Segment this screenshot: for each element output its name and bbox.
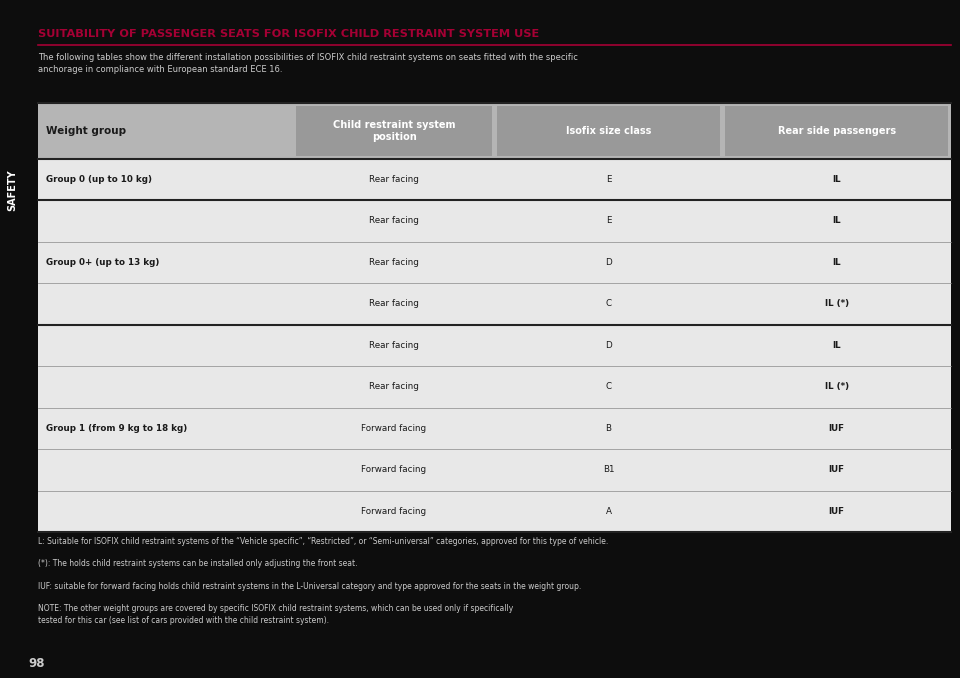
- Text: E: E: [606, 216, 612, 225]
- Text: B1: B1: [603, 466, 614, 475]
- Bar: [497, 106, 720, 156]
- Text: Rear facing: Rear facing: [369, 382, 419, 391]
- Text: IUF: IUF: [828, 466, 845, 475]
- Text: IUF: IUF: [828, 424, 845, 433]
- Text: A: A: [606, 507, 612, 516]
- Text: Group 0+ (up to 13 kg): Group 0+ (up to 13 kg): [45, 258, 159, 267]
- Text: Forward facing: Forward facing: [362, 424, 426, 433]
- Text: C: C: [606, 382, 612, 391]
- Text: IL (*): IL (*): [825, 300, 849, 308]
- Text: IL: IL: [832, 216, 841, 225]
- Text: Rear facing: Rear facing: [369, 175, 419, 184]
- Text: D: D: [605, 258, 612, 267]
- Text: IL: IL: [832, 341, 841, 350]
- Text: Forward facing: Forward facing: [362, 466, 426, 475]
- Text: The following tables show the different installation possibilities of ISOFIX chi: The following tables show the different …: [38, 53, 578, 75]
- Text: IUF: IUF: [828, 507, 845, 516]
- Text: D: D: [605, 341, 612, 350]
- Text: Group 1 (from 9 kg to 18 kg): Group 1 (from 9 kg to 18 kg): [45, 424, 187, 433]
- Text: IL: IL: [832, 258, 841, 267]
- Text: (*): The holds child restraint systems can be installed only adjusting the front: (*): The holds child restraint systems c…: [38, 559, 358, 568]
- Text: 98: 98: [29, 657, 45, 670]
- Text: Group 0 (up to 10 kg): Group 0 (up to 10 kg): [45, 175, 152, 184]
- Text: NOTE: The other weight groups are covered by specific ISOFIX child restraint sys: NOTE: The other weight groups are covere…: [38, 604, 514, 624]
- Text: SUITABILITY OF PASSENGER SEATS FOR ISOFIX CHILD RESTRAINT SYSTEM USE: SUITABILITY OF PASSENGER SEATS FOR ISOFI…: [38, 29, 540, 39]
- Bar: [38, 159, 950, 532]
- Text: SAFETY: SAFETY: [7, 169, 17, 211]
- Bar: [38, 103, 950, 159]
- Text: Rear facing: Rear facing: [369, 341, 419, 350]
- Text: B: B: [606, 424, 612, 433]
- Text: Rear facing: Rear facing: [369, 258, 419, 267]
- Text: Rear facing: Rear facing: [369, 216, 419, 225]
- Text: Isofix size class: Isofix size class: [565, 126, 651, 136]
- Text: Weight group: Weight group: [45, 126, 126, 136]
- Text: Rear facing: Rear facing: [369, 300, 419, 308]
- Text: C: C: [606, 300, 612, 308]
- Text: IL (*): IL (*): [825, 382, 849, 391]
- Text: IL: IL: [832, 175, 841, 184]
- Bar: [297, 106, 492, 156]
- Text: Rear side passengers: Rear side passengers: [778, 126, 896, 136]
- Text: Child restraint system
position: Child restraint system position: [333, 120, 455, 142]
- Text: Forward facing: Forward facing: [362, 507, 426, 516]
- Text: E: E: [606, 175, 612, 184]
- Bar: [726, 106, 948, 156]
- Text: IUF: suitable for forward facing holds child restraint systems in the L-Universa: IUF: suitable for forward facing holds c…: [38, 582, 582, 591]
- Text: L: Suitable for ISOFIX child restraint systems of the “Vehicle specific”, “Restr: L: Suitable for ISOFIX child restraint s…: [38, 537, 609, 546]
